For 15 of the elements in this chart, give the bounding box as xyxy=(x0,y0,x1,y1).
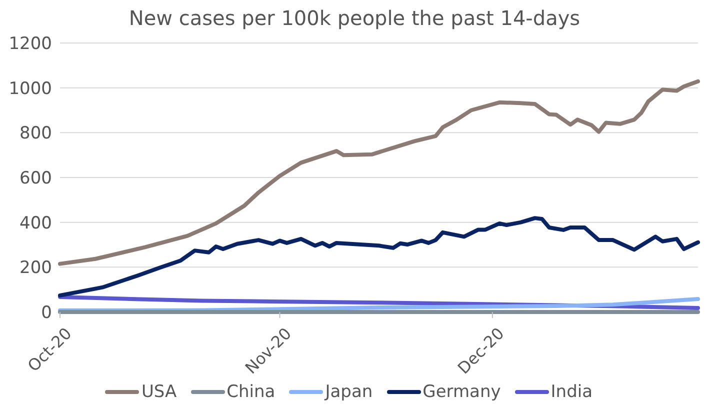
legend-label: Germany xyxy=(422,382,501,402)
line-series xyxy=(58,216,700,298)
y-tick-label: 800 xyxy=(20,124,52,144)
chart-title: New cases per 100k people the past 14-days xyxy=(128,6,582,30)
legend-label: USA xyxy=(141,382,177,402)
y-tick-label: 1000 xyxy=(8,78,52,99)
line-series xyxy=(58,79,700,266)
y-tick-label: 200 xyxy=(20,258,52,278)
legend-label: India xyxy=(550,382,593,402)
y-tick-label: 600 xyxy=(20,168,52,189)
legend-label: China xyxy=(226,382,276,402)
y-tick-label: 1200 xyxy=(8,34,52,54)
y-tick-label: 400 xyxy=(20,213,52,234)
legend-label: Japan xyxy=(325,382,373,402)
y-tick-label: 0 xyxy=(41,303,52,324)
